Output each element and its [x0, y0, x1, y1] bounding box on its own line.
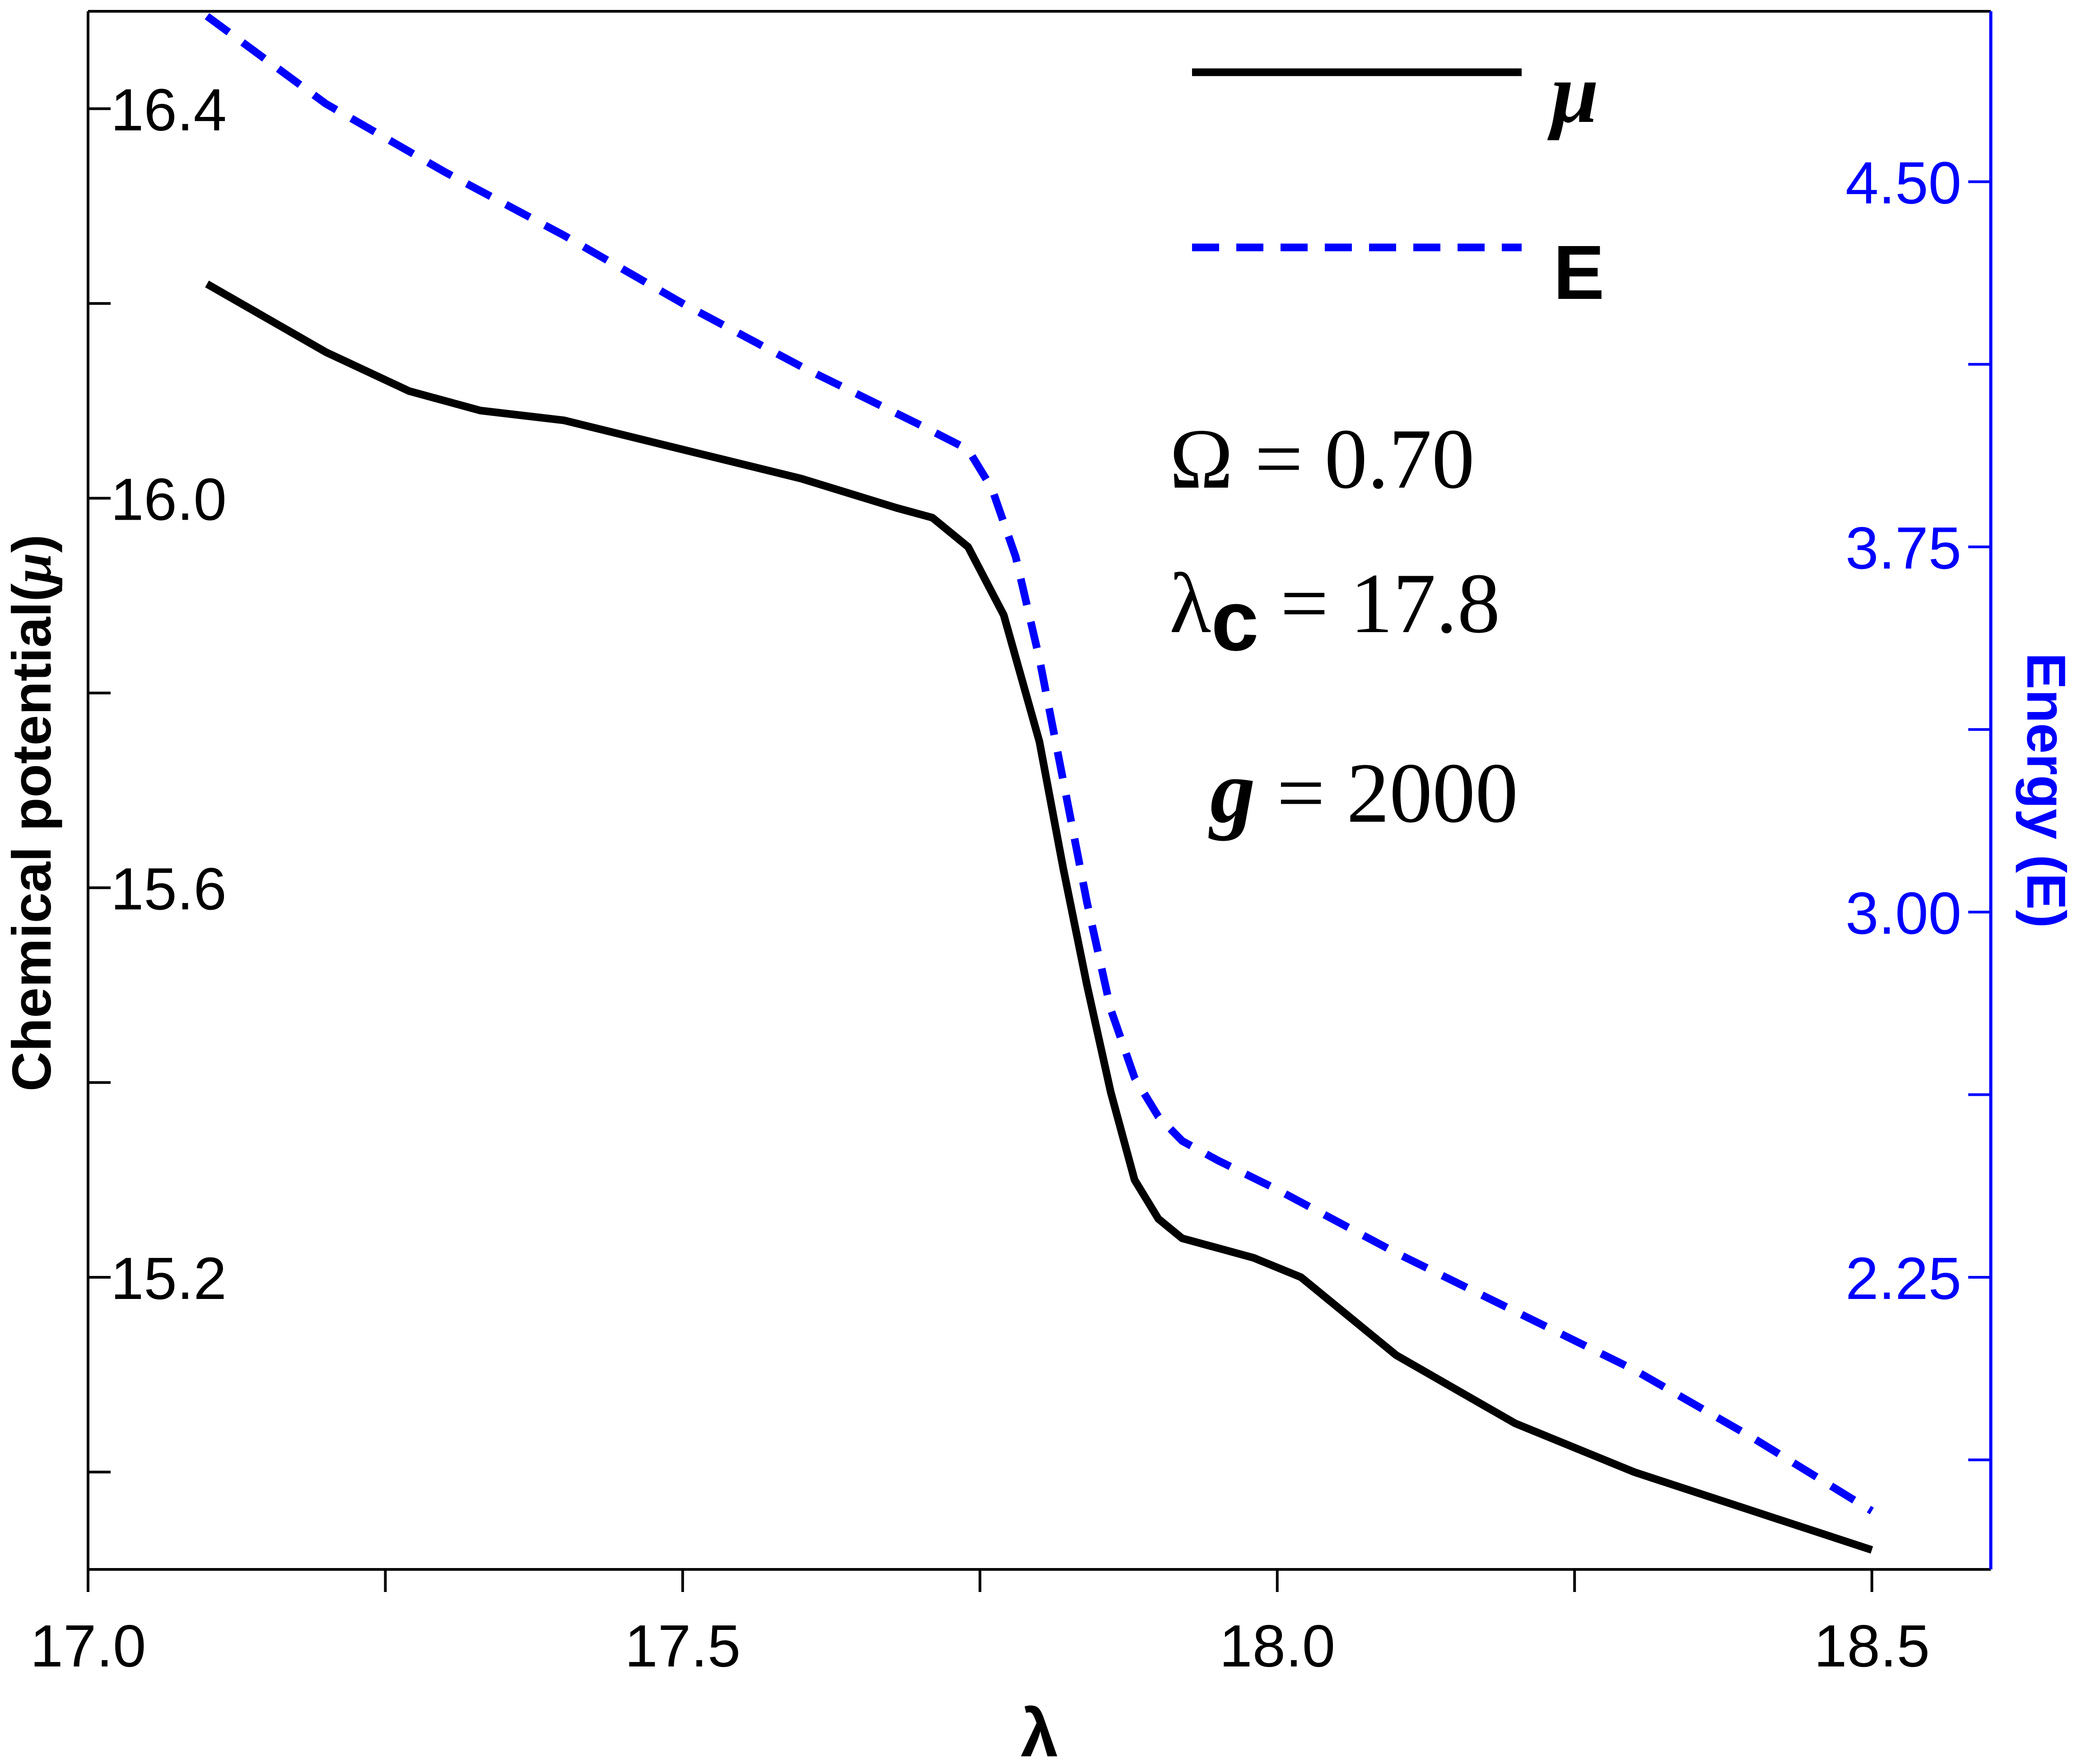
- y-left-tick-label: 15.6: [111, 856, 227, 922]
- axes: 17.0 17.5 18.0 18.5 λ 16.4 16.0 15.6 15.2 Chemica…: [1, 10, 2077, 1764]
- lambda-c-value: = 17.8: [1259, 556, 1500, 651]
- legend-e-label: E: [1553, 230, 1604, 316]
- x-tick-label: 17.5: [624, 1613, 741, 1679]
- x-axis-title: λ: [1020, 1695, 1058, 1764]
- omega-annotation: Ω = 0.70: [1169, 412, 1475, 507]
- y-left-title-main: Chemical potential(: [1, 583, 62, 1092]
- y-right-tick-label: 3.75: [1845, 515, 1961, 581]
- g-value: = 2000: [1255, 746, 1518, 841]
- g-symbol: g: [1208, 742, 1255, 842]
- series-layer: [205, 13, 1874, 1554]
- series-line-mu: [205, 280, 1873, 1554]
- legend: μE: [1192, 46, 1604, 316]
- y-left-title-mu: μ: [2, 553, 63, 586]
- lambda-c-subscript: c: [1211, 573, 1259, 669]
- y-right-tick-label: 3.00: [1845, 880, 1961, 946]
- x-tick-label: 17.0: [30, 1613, 146, 1679]
- lambda-c-symbol: λ: [1169, 556, 1211, 651]
- y-left-tick-label: 15.2: [111, 1245, 227, 1312]
- lambda-c-annotation: λc = 17.8: [1169, 556, 1500, 669]
- y-left-tick-label: 16.4: [111, 77, 227, 143]
- x-tick-label: 18.0: [1219, 1613, 1335, 1679]
- y-left-axis-title: Chemical potential(μ): [1, 535, 63, 1092]
- y-left-tick-label: 16.0: [111, 466, 227, 532]
- y-right-axis-title: Energy (E): [2016, 652, 2077, 928]
- y-right-tick-label: 2.25: [1845, 1245, 1961, 1312]
- y-left-title-close: ): [1, 535, 62, 553]
- legend-mu-label: μ: [1547, 46, 1599, 141]
- x-tick-label: 18.5: [1814, 1613, 1930, 1679]
- y-right-tick-label: 4.50: [1845, 149, 1961, 216]
- g-annotation: g = 2000: [1208, 742, 1518, 842]
- series-line-energy: [205, 13, 1874, 1514]
